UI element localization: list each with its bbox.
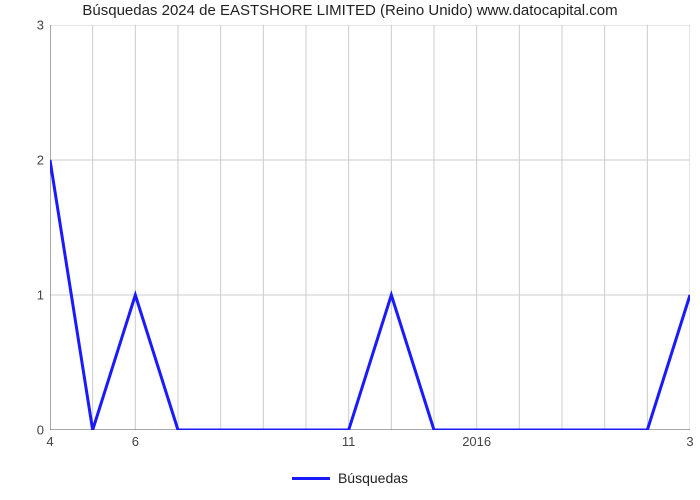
y-tick-label: 0 <box>22 423 44 438</box>
x-tick-label: 11 <box>342 434 356 449</box>
legend: Búsquedas <box>0 470 700 486</box>
y-tick-label: 1 <box>22 288 44 303</box>
x-tick-label: 4 <box>46 434 53 449</box>
y-tick-label: 2 <box>22 153 44 168</box>
chart-container: Búsquedas 2024 de EASTSHORE LIMITED (Rei… <box>0 0 700 500</box>
y-tick-label: 3 <box>22 18 44 33</box>
chart-title: Búsquedas 2024 de EASTSHORE LIMITED (Rei… <box>0 2 700 19</box>
chart-svg <box>50 25 690 430</box>
x-tick-label: 2016 <box>462 434 491 449</box>
legend-swatch <box>292 477 330 480</box>
x-tick-label: 6 <box>132 434 139 449</box>
plot-area <box>50 25 690 430</box>
legend-label: Búsquedas <box>338 470 408 486</box>
x-tick-label: 3 <box>686 434 693 449</box>
